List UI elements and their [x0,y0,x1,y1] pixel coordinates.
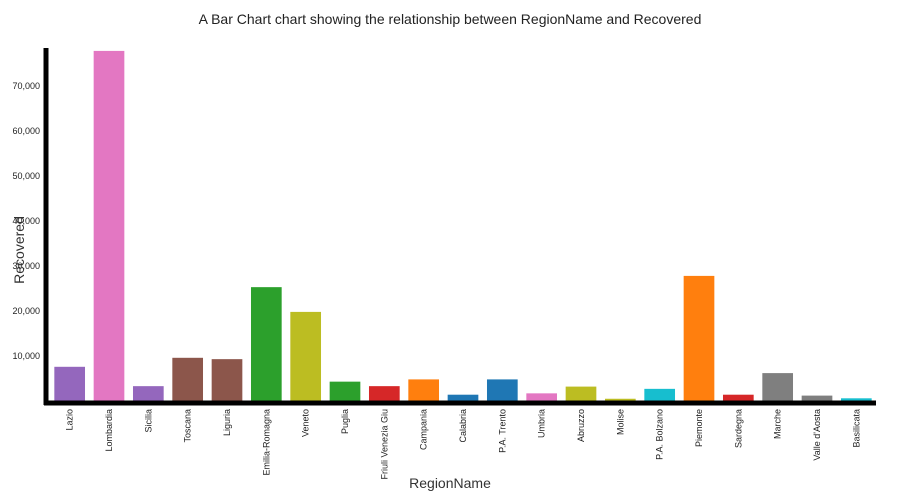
y-tick-label: 10,000 [12,351,40,361]
x-tick-label: Friuli Venezia Giu [379,409,389,480]
y-tick-label: 50,000 [12,171,40,181]
x-tick-label: Marche [773,409,783,439]
y-tick-label: 70,000 [12,81,40,91]
bar[interactable] [526,393,558,401]
y-tick-label: 40,000 [12,216,40,226]
x-tick-label: Liguria [222,409,232,436]
bar[interactable] [211,359,243,401]
x-tick-label: Puglia [340,409,350,434]
x-tick-label: Campania [419,409,429,450]
bar[interactable] [762,373,794,401]
bar[interactable] [801,395,833,401]
bar[interactable] [250,287,282,401]
x-tick-label: Molise [615,409,625,435]
y-tick-label: 60,000 [12,126,40,136]
bar[interactable] [565,386,597,401]
y-axis-ticks: 10,000 20,000 30,000 40,000 50,000 60,000 70,0… [12,81,40,361]
bars [54,50,872,402]
x-tick-label: Emilia-Romagna [261,409,271,476]
x-tick-label: Basilicata [851,409,861,448]
bar[interactable] [172,357,204,401]
bar[interactable] [486,379,518,401]
bar[interactable] [54,366,86,401]
chart-title: A Bar Chart chart showing the relationsh… [199,11,702,27]
x-tick-label: Veneto [301,409,311,437]
y-axis-title: Recovered [11,216,27,284]
x-tick-label: Toscana [183,409,193,443]
x-tick-label: Umbria [537,409,547,438]
bar[interactable] [447,394,479,401]
bar[interactable] [683,275,715,401]
x-tick-label: Lazio [65,409,75,431]
bar[interactable] [408,379,440,401]
x-tick-label: P.A. Trento [497,409,507,453]
bar[interactable] [132,386,164,401]
bar[interactable] [93,50,125,402]
bar[interactable] [840,398,872,401]
y-tick-label: 20,000 [12,306,40,316]
bar[interactable] [329,381,361,401]
bar[interactable] [604,398,636,401]
x-tick-label: Piemonte [694,409,704,447]
x-tick-label: Abruzzo [576,409,586,442]
bar[interactable] [368,386,400,401]
x-tick-label: Sicilia [143,409,153,433]
y-tick-label: 30,000 [12,261,40,271]
bar[interactable] [290,311,322,401]
x-tick-label: Valle d'Aosta [812,409,822,461]
x-tick-label: Calabria [458,409,468,443]
x-tick-label: Sardegna [733,409,743,448]
x-axis-title: RegionName [409,475,491,491]
x-tick-label: P.A. Bolzano [655,409,665,460]
x-tick-label: Lombardia [104,409,114,452]
bar[interactable] [722,394,754,401]
x-axis-ticks: Lazio Lombardia Sicilia Toscana Liguria Emili… [65,409,862,480]
bar[interactable] [644,388,676,401]
